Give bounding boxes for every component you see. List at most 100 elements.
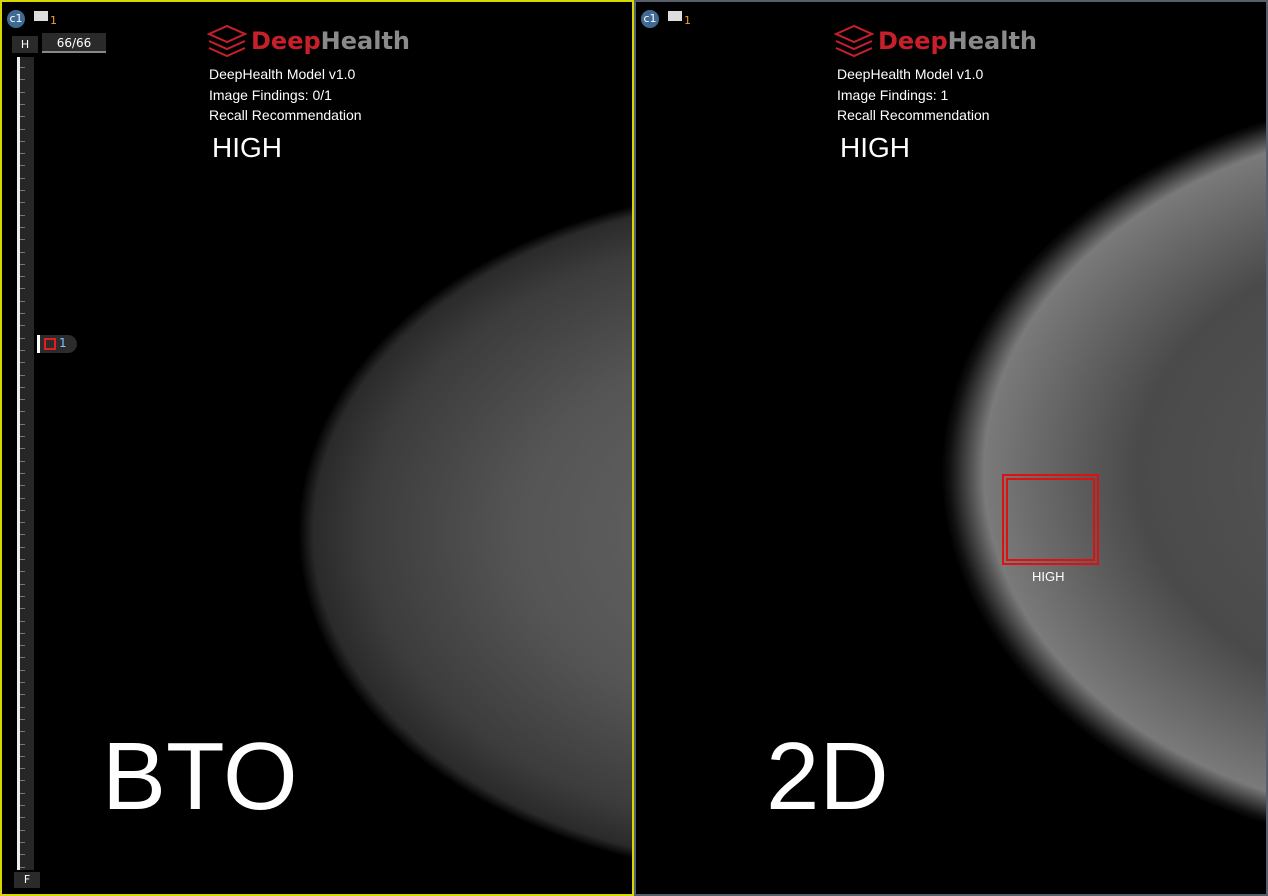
slider-tick	[20, 546, 25, 548]
slider-tick	[20, 509, 25, 511]
head-button[interactable]: H	[12, 36, 38, 53]
layers-icon	[207, 24, 247, 58]
slider-tick	[20, 423, 25, 425]
slider-tick	[20, 718, 25, 720]
slice-slider[interactable]	[17, 57, 34, 870]
slider-tick	[20, 817, 25, 819]
slider-tick	[20, 79, 25, 81]
ai-info: DeepHealth Model v1.0 Image Findings: 1 …	[837, 64, 990, 126]
recall-value: HIGH	[212, 132, 282, 163]
slider-tick	[20, 854, 25, 856]
model-name: DeepHealth Model v1.0	[209, 66, 356, 82]
slider-tick	[20, 374, 25, 376]
slider-tick	[20, 595, 25, 597]
viewport-id-badge[interactable]: c1	[7, 10, 25, 28]
slider-tick	[20, 288, 25, 290]
slider-tick	[20, 657, 25, 659]
slider-tick	[20, 522, 25, 524]
slider-tick	[20, 202, 25, 204]
ai-info: DeepHealth Model v1.0 Image Findings: 0/…	[209, 64, 362, 126]
monitor-count: 1	[684, 14, 691, 27]
slider-tick	[20, 140, 25, 142]
slider-tick	[20, 239, 25, 241]
recall-label: Recall Recommendation	[837, 107, 990, 123]
slider-tick	[20, 472, 25, 474]
slider-tick	[20, 731, 25, 733]
slider-tick	[20, 103, 25, 105]
slider-tick	[20, 669, 25, 671]
viewport-2d[interactable]: c1 1 Deep Health DeepHealth Model v1.0 Im…	[634, 0, 1268, 896]
monitor-count: 1	[50, 14, 57, 27]
slider-tick	[20, 632, 25, 634]
finding-slice-marker[interactable]: 1	[37, 335, 77, 353]
viewport-bto[interactable]: c1 1 Deep Health DeepHealth Model v1.0 Im…	[0, 0, 634, 896]
viewport-id-badge[interactable]: c1	[641, 10, 659, 28]
slider-tick	[20, 829, 25, 831]
slider-tick	[20, 153, 25, 155]
slider-tick	[20, 263, 25, 265]
slider-tick	[20, 436, 25, 437]
mammogram-image[interactable]	[876, 42, 1266, 894]
slider-tick	[20, 411, 25, 413]
slider-tick	[20, 460, 25, 462]
slider-tick	[20, 362, 25, 364]
deephealth-logo: Deep Health	[834, 24, 1037, 58]
layers-icon	[834, 24, 874, 58]
slider-tick	[20, 214, 25, 216]
slider-tick	[20, 349, 25, 351]
slider-tick	[20, 780, 25, 782]
monitor-icon[interactable]	[34, 11, 48, 21]
recall-label: Recall Recommendation	[209, 107, 362, 123]
slider-tick	[20, 165, 25, 167]
slider-tick	[20, 805, 25, 806]
finding-box-icon	[44, 338, 56, 350]
slider-tick	[20, 792, 25, 794]
slider-tick	[20, 386, 25, 388]
slider-tick	[20, 177, 25, 179]
foot-button[interactable]: F	[14, 872, 40, 888]
slider-tick	[20, 485, 25, 487]
slider-tick	[20, 768, 25, 770]
recall-value: HIGH	[840, 132, 910, 163]
slider-tick	[20, 226, 25, 228]
modality-label: 2D	[766, 723, 889, 830]
slider-tick	[20, 251, 25, 253]
finding-label: HIGH	[1032, 569, 1065, 584]
slider-tick	[20, 534, 25, 536]
slider-tick	[20, 497, 25, 499]
slider-tick	[20, 300, 25, 302]
slider-tick	[20, 91, 25, 93]
image-findings: Image Findings: 0/1	[209, 86, 332, 103]
monitor-icon[interactable]	[668, 11, 682, 21]
slider-tick	[20, 645, 25, 647]
slider-tick	[20, 325, 25, 327]
slider-tick	[20, 276, 25, 278]
slider-tick	[20, 620, 25, 622]
slider-tick	[20, 116, 25, 118]
slice-counter: 66/66	[42, 33, 106, 53]
finding-box[interactable]	[1002, 474, 1099, 565]
slider-tick	[20, 571, 25, 573]
slider-tick	[20, 337, 25, 339]
slider-tick	[20, 128, 25, 130]
deephealth-logo: Deep Health	[207, 24, 410, 58]
image-findings: Image Findings: 1	[837, 86, 949, 103]
slider-tick	[20, 67, 25, 68]
modality-label: BTO	[102, 723, 298, 830]
mammogram-image[interactable]	[247, 152, 632, 894]
slider-tick	[20, 313, 25, 314]
slider-tick	[20, 583, 25, 585]
slider-tick	[20, 841, 25, 843]
slider-tick	[20, 866, 25, 868]
slider-tick	[20, 682, 25, 683]
slider-tick	[20, 559, 25, 560]
slider-tick	[20, 399, 25, 401]
model-name: DeepHealth Model v1.0	[837, 66, 984, 82]
slider-tick	[20, 448, 25, 450]
slider-tick	[20, 706, 25, 708]
slider-tick	[20, 190, 25, 191]
slider-tick	[20, 608, 25, 610]
slider-tick	[20, 694, 25, 696]
slider-tick	[20, 755, 25, 757]
slider-tick	[20, 743, 25, 745]
